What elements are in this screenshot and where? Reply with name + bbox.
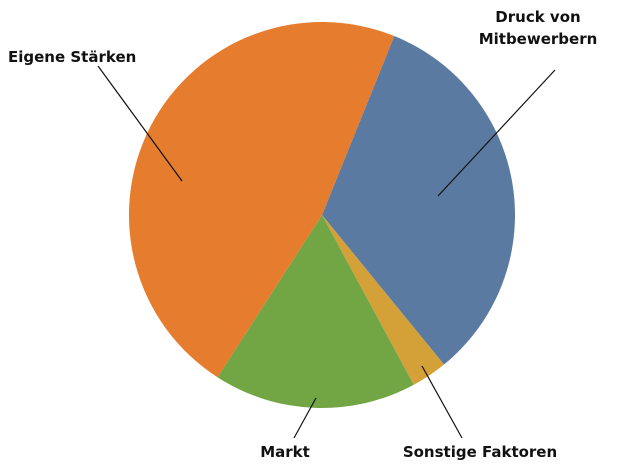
slice-label-markt: Markt [260,443,310,461]
leader-line-markt [293,397,317,439]
slice-label-eigene-staerken: Eigene Stärken [8,48,136,66]
leader-lines [97,65,556,439]
leader-line-eigene-staerken [97,65,183,182]
pie-slices [128,21,515,409]
pie-slice-druck-von-mitbewerbern [322,36,515,365]
leader-line-sonstige-faktoren [421,365,463,439]
pie-slice-sonstige-faktoren [322,215,444,385]
slice-labels: Druck von Mitbewerbern Sonstige Faktoren Ma… [8,8,597,461]
pie-slice-markt [217,215,414,409]
leader-line-druck-von-mitbewerbern [437,69,556,197]
slice-label-druck-von-mitbewerbern: Druck von Mitbewerbern [479,8,598,48]
slice-label-sonstige-faktoren: Sonstige Faktoren [403,443,557,461]
pie-slice-eigene-staerken [128,21,395,378]
